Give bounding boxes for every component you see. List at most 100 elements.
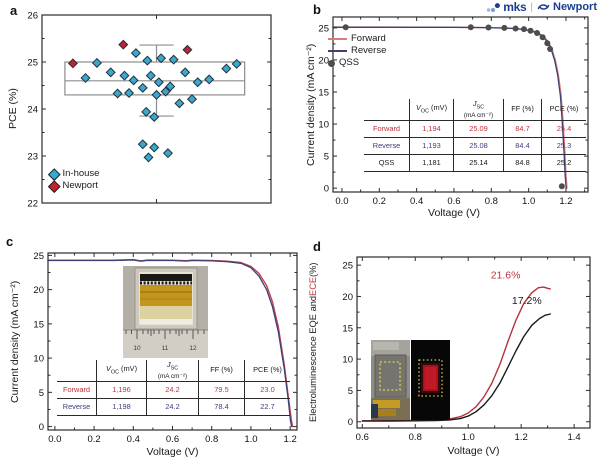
legend-item: In-house xyxy=(48,167,100,181)
ruler-number: 10 xyxy=(133,345,141,352)
svg-text:10: 10 xyxy=(318,120,329,131)
mks-logo-text: mks xyxy=(503,0,527,14)
svg-text:0.6: 0.6 xyxy=(356,432,369,443)
svg-text:0: 0 xyxy=(324,184,329,195)
svg-text:26: 26 xyxy=(27,11,38,22)
table-cell: 24.2 xyxy=(147,399,199,416)
legend-item: Reverse xyxy=(328,45,386,57)
module-jv-curve-chart: 0.0 0.2 0.4 0.6 0.8 1.0 1.2 0 5 10 15 20 25 xyxy=(33,251,298,445)
in-house-marker-icon xyxy=(48,167,61,181)
table-row-label: Forward xyxy=(57,382,97,399)
table-cell: 84.4 xyxy=(504,138,542,155)
device-photo-inset xyxy=(371,340,410,420)
svg-text:1.0: 1.0 xyxy=(244,434,257,445)
svg-text:0: 0 xyxy=(39,422,44,433)
svg-text:1.2: 1.2 xyxy=(559,196,572,207)
newport-marker-icon xyxy=(48,179,61,193)
legend-label: In-house xyxy=(62,168,100,180)
x-axis-label: Voltage (V) xyxy=(146,446,199,458)
legend-label: Forward xyxy=(351,33,386,45)
legend-label: QSS xyxy=(339,57,360,69)
legend-item: Newport xyxy=(48,179,99,193)
svg-text:20: 20 xyxy=(318,55,329,66)
table-cell: 24.2 xyxy=(147,382,199,399)
legend: Forward Reverse QSS xyxy=(328,33,386,69)
qss-dot-icon xyxy=(328,59,335,67)
eqe-series xyxy=(361,313,551,422)
svg-text:0.8: 0.8 xyxy=(205,434,218,445)
table-cell: 79.5 xyxy=(199,382,245,399)
legend-label: Reverse xyxy=(351,45,387,57)
ruler-number: 12 xyxy=(189,345,197,352)
in-house-series xyxy=(80,48,242,163)
newport-logo-icon xyxy=(537,4,550,10)
svg-text:5: 5 xyxy=(39,388,44,399)
table-cell: 1,193 xyxy=(410,138,454,155)
svg-text:1.2: 1.2 xyxy=(284,434,297,445)
svg-text:10: 10 xyxy=(342,355,353,366)
table-cell: 84.7 xyxy=(504,121,542,138)
axes: 0.0 0.2 0.4 0.6 0.8 1.0 1.2 0 5 10 15 20 25 xyxy=(318,16,589,207)
svg-text:1.0: 1.0 xyxy=(522,196,535,207)
table-header-cell: JSC (mA cm⁻²) xyxy=(147,360,199,382)
table-cell: 25.09 xyxy=(454,121,504,138)
reverse-series xyxy=(47,259,293,428)
x-axis-label: Voltage (V) xyxy=(428,207,480,219)
axes: 0.0 0.2 0.4 0.6 0.8 1.0 1.2 0 5 10 15 20 25 xyxy=(33,251,298,445)
pce-boxplot-chart: 22 23 24 25 26 xyxy=(27,11,272,210)
table-header-cell: VOC (mV) xyxy=(97,360,147,382)
svg-text:0.0: 0.0 xyxy=(335,196,348,207)
svg-text:1.0: 1.0 xyxy=(462,432,475,443)
newport-logo-text: Newport xyxy=(553,1,597,13)
jv-parameters-table: VOC (mV) JSC (mA cm⁻²) FF (%) PCE (%) Forward… xyxy=(57,360,290,416)
table-row-label: Reverse xyxy=(364,138,410,155)
table-row-label: Reverse xyxy=(57,399,97,416)
qss-series xyxy=(342,24,565,190)
table-row-label: QSS xyxy=(364,155,410,172)
svg-text:0.8: 0.8 xyxy=(485,196,498,207)
eqe-ece-chart: 0.6 0.8 1.0 1.2 1.4 0 5 10 15 20 25 21.6% 17.2% xyxy=(342,256,591,443)
table-cell: 23.0 xyxy=(245,382,290,399)
svg-text:25: 25 xyxy=(27,58,38,69)
svg-text:15: 15 xyxy=(342,323,353,334)
reverse-series xyxy=(332,26,567,189)
svg-text:5: 5 xyxy=(324,152,329,163)
svg-text:1.2: 1.2 xyxy=(515,432,528,443)
table-row-label: Forward xyxy=(364,121,410,138)
panel-d: 0.6 0.8 1.0 1.2 1.4 0 5 10 15 20 25 21.6% 17.2% d El… xyxy=(300,232,600,475)
svg-text:23: 23 xyxy=(27,152,38,163)
table-cell: 84.8 xyxy=(504,155,542,172)
table-cell: 1,196 xyxy=(97,382,147,399)
module-photo-inset: 10 11 12 xyxy=(123,266,208,358)
table-header-cell: VOC (mV) xyxy=(410,99,454,121)
box-plot xyxy=(64,44,246,117)
logo-separator: | xyxy=(530,1,533,13)
y-axis-label: Electroluminescence EQE and ECE (%) xyxy=(306,257,320,428)
legend-item: Forward xyxy=(328,33,386,45)
svg-text:0.2: 0.2 xyxy=(373,196,386,207)
svg-text:24: 24 xyxy=(27,105,38,116)
axes: 22 23 24 25 26 xyxy=(27,11,272,210)
panel-label-b: b xyxy=(313,2,321,17)
table-cell: 78.4 xyxy=(199,399,245,416)
svg-text:0.8: 0.8 xyxy=(409,432,422,443)
y-axis-label-part: (%) xyxy=(308,262,318,278)
forward-line-icon xyxy=(328,38,347,40)
panel-a: 22 23 24 25 26 a PCE (%) In-house Newport xyxy=(0,0,300,232)
table-cell: 1,194 xyxy=(410,121,454,138)
panel-b: 0.0 0.2 0.4 0.6 0.8 1.0 1.2 0 5 10 15 20 25 b mks | … xyxy=(300,0,600,232)
y-axis-label: Current density (mA cm⁻²) xyxy=(9,280,21,403)
table-cell: 25.08 xyxy=(454,138,504,155)
svg-text:0: 0 xyxy=(348,417,353,428)
y-axis-label: PCE (%) xyxy=(7,88,19,130)
svg-text:0.2: 0.2 xyxy=(87,434,100,445)
legend-label: Newport xyxy=(62,180,98,192)
table-header-cell: JSC (mA cm⁻²) xyxy=(454,99,504,121)
svg-text:15: 15 xyxy=(318,88,329,99)
svg-text:20: 20 xyxy=(342,292,353,303)
panel-c: 0.0 0.2 0.4 0.6 0.8 1.0 1.2 0 5 10 15 20 25 c Curren… xyxy=(0,232,312,475)
svg-text:0.4: 0.4 xyxy=(127,434,140,445)
table-cell: 25.2 xyxy=(542,155,586,172)
reverse-line-icon xyxy=(328,50,347,52)
